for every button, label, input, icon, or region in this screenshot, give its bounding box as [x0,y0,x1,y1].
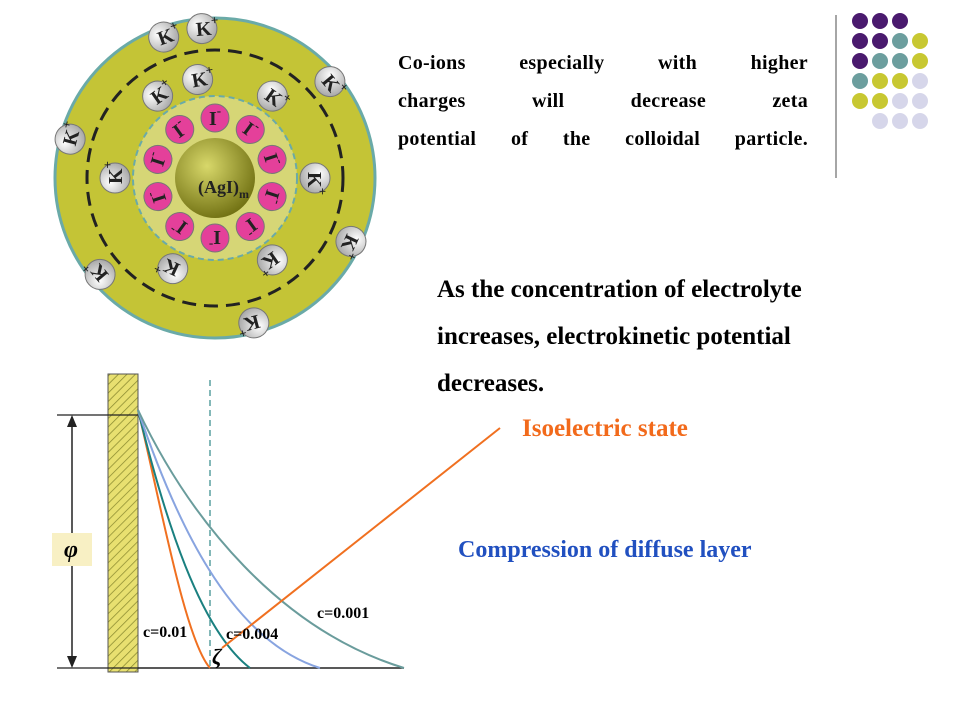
statement-line: As the concentration of electrolyte [437,276,802,303]
ion: I- [143,144,173,174]
statement-line: increases, electrokinetic potential [437,323,791,350]
decoration [852,13,928,129]
ion-label: K+ [234,310,263,342]
ion-label: K+ [303,172,330,195]
ion: K+ [182,62,216,96]
ion-label: K+ [189,62,216,93]
ion: K+ [335,225,367,263]
ion: K+ [314,66,352,98]
note-line: potential of the colloidal particle. [398,128,808,150]
note-line: charges will decrease zeta [398,90,808,112]
ion: K+ [234,307,270,342]
ion-label: K+ [100,161,127,184]
core-label: (AgI)m [198,177,249,201]
ion: I- [257,144,288,174]
note-line: Co-ions especially with higher [398,52,808,74]
ion: I- [257,182,287,212]
curve-label: c=0.01 [143,624,187,641]
ion: K+ [256,244,288,282]
curve-label: c=0.001 [317,605,369,622]
ion: I- [200,103,230,133]
phi: φ [64,537,78,563]
ion: K+ [299,162,331,195]
ion-label: K+ [54,119,86,148]
ion: K+ [256,80,295,112]
note: Co-ions especially with higher charges w… [398,44,808,158]
ion-label: K+ [195,12,220,41]
statement: As the concentration of electrolyte incr… [437,266,802,407]
ion: I- [235,114,265,144]
compression-label: Compression of diffuse layer [458,537,752,563]
colloid-particle: (AgI)m I-I-I-I-I-I-I-I-I-I-K+K+K+K+K+K+K… [53,12,377,342]
ion-label: I- [209,103,221,130]
ion: I- [235,212,265,242]
curve-label: c=0.004 [226,626,278,643]
ion: I- [200,223,230,253]
ion: K+ [186,12,220,45]
zeta: ζ [212,644,223,669]
ion: I- [165,212,195,242]
ion: K+ [54,119,86,155]
potential-graph: φ c=0.01 c=0.004 c=0.001 ζ [52,373,501,673]
ion: K+ [99,161,131,194]
ion-label: I- [209,226,221,253]
isoelectric-label: Isoelectric state [522,415,688,442]
statement-line: decreases. [437,370,545,397]
ion: I- [142,182,173,212]
ion: I- [165,114,195,144]
